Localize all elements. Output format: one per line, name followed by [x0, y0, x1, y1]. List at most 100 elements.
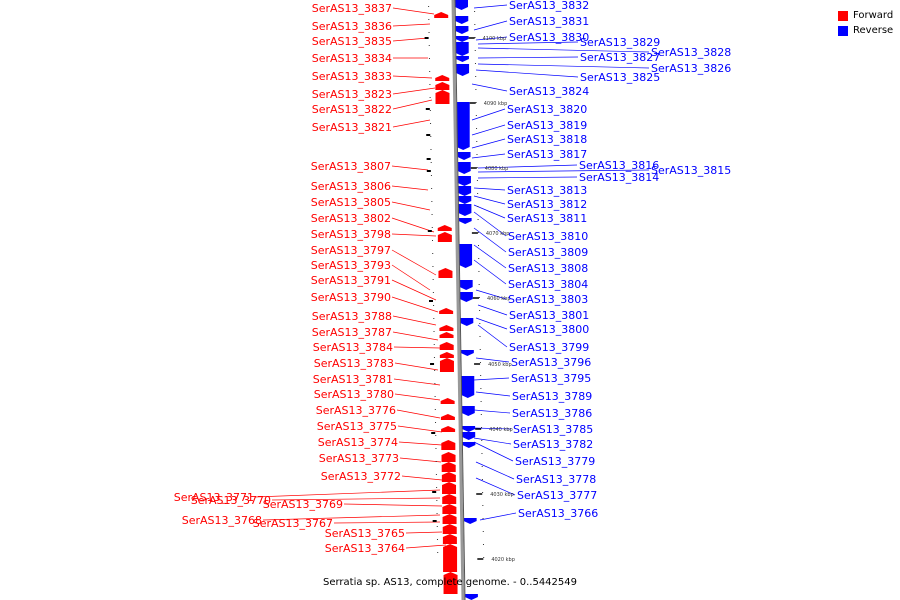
reverse-gene-label[interactable]: SerAS13_3777 — [517, 489, 597, 502]
reverse-gene-shape[interactable] — [455, 42, 469, 56]
reverse-gene-shape[interactable] — [459, 292, 473, 302]
forward-gene-label[interactable]: SerAS13_3787 — [312, 326, 392, 339]
reverse-gene-shape[interactable] — [458, 204, 472, 216]
forward-gene-shape[interactable] — [442, 534, 457, 544]
reverse-gene-label[interactable]: SerAS13_3832 — [509, 0, 589, 12]
forward-gene-label[interactable]: SerAS13_3767 — [253, 517, 333, 530]
reverse-gene-label[interactable]: SerAS13_3819 — [507, 119, 587, 132]
forward-gene-shape[interactable] — [439, 352, 454, 358]
forward-gene-shape[interactable] — [441, 462, 456, 472]
legend-reverse[interactable]: Reverse — [838, 23, 893, 38]
forward-gene-shape[interactable] — [442, 524, 457, 534]
forward-gene-label[interactable]: SerAS13_3793 — [311, 259, 391, 272]
reverse-gene-shape[interactable] — [463, 518, 477, 524]
reverse-gene-shape[interactable] — [457, 162, 471, 174]
reverse-gene-shape[interactable] — [455, 36, 469, 42]
forward-gene-shape[interactable] — [442, 494, 457, 504]
forward-gene-label[interactable]: SerAS13_3807 — [311, 160, 391, 173]
forward-gene-label[interactable]: SerAS13_3835 — [312, 35, 392, 48]
forward-gene-label[interactable]: SerAS13_3823 — [312, 88, 392, 101]
reverse-gene-shape[interactable] — [462, 442, 476, 448]
reverse-gene-label[interactable]: SerAS13_3813 — [507, 184, 587, 197]
reverse-gene-shape[interactable] — [462, 426, 476, 432]
reverse-gene-shape[interactable] — [458, 196, 472, 204]
reverse-gene-label[interactable]: SerAS13_3825 — [580, 71, 660, 84]
forward-gene-label[interactable]: SerAS13_3788 — [312, 310, 392, 323]
forward-gene-label[interactable]: SerAS13_3821 — [312, 121, 392, 134]
forward-gene-label[interactable]: SerAS13_3837 — [312, 2, 392, 15]
forward-gene-label[interactable]: SerAS13_3774 — [318, 436, 398, 449]
forward-gene-shape[interactable] — [439, 308, 454, 314]
reverse-gene-label[interactable]: SerAS13_3828 — [651, 46, 731, 59]
reverse-gene-shape[interactable] — [461, 376, 475, 398]
reverse-gene-shape[interactable] — [460, 350, 474, 356]
forward-gene-label[interactable]: SerAS13_3770 — [191, 494, 271, 507]
forward-gene-shape[interactable] — [442, 482, 457, 494]
forward-gene-shape[interactable] — [438, 268, 453, 278]
forward-gene-label[interactable]: SerAS13_3775 — [317, 420, 397, 433]
forward-gene-shape[interactable] — [443, 544, 458, 572]
forward-gene-label[interactable]: SerAS13_3776 — [316, 404, 396, 417]
reverse-gene-label[interactable]: SerAS13_3812 — [507, 198, 587, 211]
reverse-gene-label[interactable]: SerAS13_3815 — [651, 164, 731, 177]
reverse-gene-shape[interactable] — [459, 244, 473, 268]
reverse-gene-label[interactable]: SerAS13_3786 — [512, 407, 592, 420]
reverse-gene-label[interactable]: SerAS13_3778 — [516, 473, 596, 486]
reverse-gene-label[interactable]: SerAS13_3826 — [651, 62, 731, 75]
forward-gene-label[interactable]: SerAS13_3834 — [312, 52, 392, 65]
reverse-gene-label[interactable]: SerAS13_3803 — [508, 293, 588, 306]
forward-gene-shape[interactable] — [441, 426, 456, 432]
reverse-gene-label[interactable]: SerAS13_3782 — [513, 438, 593, 451]
reverse-gene-shape[interactable] — [459, 280, 473, 290]
reverse-gene-shape[interactable] — [457, 176, 471, 186]
reverse-gene-label[interactable]: SerAS13_3799 — [509, 341, 589, 354]
forward-gene-shape[interactable] — [435, 90, 450, 104]
reverse-gene-shape[interactable] — [455, 26, 469, 34]
forward-gene-label[interactable]: SerAS13_3791 — [311, 274, 391, 287]
reverse-gene-label[interactable]: SerAS13_3816 — [579, 159, 659, 172]
legend-forward[interactable]: Forward — [838, 8, 893, 23]
forward-gene-shape[interactable] — [435, 75, 450, 81]
forward-gene-label[interactable]: SerAS13_3798 — [311, 228, 391, 241]
forward-gene-shape[interactable] — [442, 514, 457, 524]
forward-gene-label[interactable]: SerAS13_3771 — [174, 491, 254, 504]
forward-gene-label[interactable]: SerAS13_3765 — [325, 527, 405, 540]
forward-gene-shape[interactable] — [435, 82, 450, 90]
reverse-gene-shape[interactable] — [455, 56, 469, 62]
forward-gene-label[interactable]: SerAS13_3806 — [311, 180, 391, 193]
forward-gene-label[interactable]: SerAS13_3773 — [319, 452, 399, 465]
forward-gene-label[interactable]: SerAS13_3783 — [314, 357, 394, 370]
reverse-gene-label[interactable]: SerAS13_3810 — [508, 230, 588, 243]
reverse-gene-label[interactable]: SerAS13_3785 — [513, 423, 593, 436]
forward-gene-shape[interactable] — [441, 440, 456, 450]
forward-gene-label[interactable]: SerAS13_3836 — [312, 20, 392, 33]
reverse-gene-label[interactable]: SerAS13_3808 — [508, 262, 588, 275]
forward-gene-label[interactable]: SerAS13_3833 — [312, 70, 392, 83]
reverse-gene-label[interactable]: SerAS13_3779 — [515, 455, 595, 468]
reverse-gene-shape[interactable] — [455, 0, 468, 10]
reverse-gene-shape[interactable] — [464, 594, 478, 600]
forward-gene-shape[interactable] — [441, 452, 456, 462]
forward-gene-label[interactable]: SerAS13_3768 — [182, 514, 262, 527]
reverse-gene-label[interactable]: SerAS13_3801 — [509, 309, 589, 322]
forward-gene-label[interactable]: SerAS13_3784 — [313, 341, 393, 354]
reverse-gene-label[interactable]: SerAS13_3831 — [509, 15, 589, 28]
reverse-gene-shape[interactable] — [461, 406, 475, 416]
forward-gene-label[interactable]: SerAS13_3780 — [314, 388, 394, 401]
reverse-gene-shape[interactable] — [460, 318, 474, 326]
reverse-gene-label[interactable]: SerAS13_3817 — [507, 148, 587, 161]
forward-gene-shape[interactable] — [434, 12, 449, 18]
forward-gene-label[interactable]: SerAS13_3769 — [263, 498, 343, 511]
reverse-gene-shape[interactable] — [455, 16, 469, 24]
reverse-gene-label[interactable]: SerAS13_3818 — [507, 133, 587, 146]
reverse-gene-label[interactable]: SerAS13_3766 — [518, 507, 598, 520]
forward-gene-shape[interactable] — [439, 358, 454, 372]
forward-gene-label[interactable]: SerAS13_3764 — [325, 542, 405, 555]
reverse-gene-label[interactable]: SerAS13_3795 — [511, 372, 591, 385]
forward-gene-shape[interactable] — [439, 342, 454, 350]
forward-gene-label[interactable]: SerAS13_3790 — [311, 291, 391, 304]
reverse-gene-label[interactable]: SerAS13_3809 — [508, 246, 588, 259]
reverse-gene-label[interactable]: SerAS13_3811 — [507, 212, 587, 225]
forward-gene-shape[interactable] — [437, 232, 452, 242]
reverse-gene-label[interactable]: SerAS13_3796 — [511, 356, 591, 369]
